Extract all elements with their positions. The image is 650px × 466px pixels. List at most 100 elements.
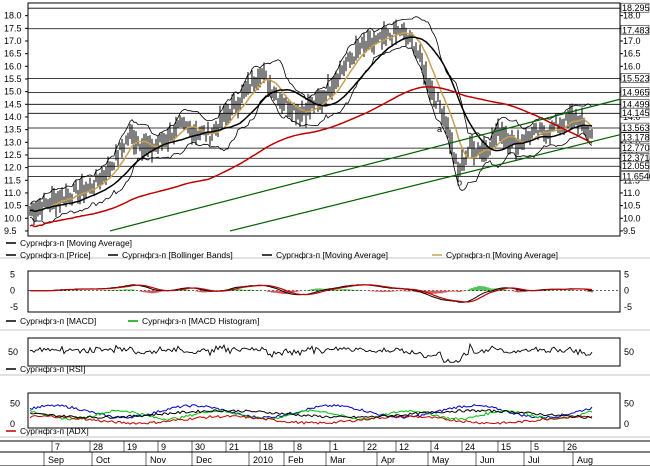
level-tag (620, 132, 650, 142)
legend-macd-histogram: Сургнфгз-п [MACD Histogram] (142, 316, 259, 326)
level-value: 13.1787 (622, 133, 650, 143)
price-axis-label: 16.0 (4, 61, 22, 71)
day-label: 28 (93, 442, 103, 452)
price-axis-label: 17.5 (4, 23, 22, 33)
rsi-panel-frame (27, 337, 621, 367)
price-axis-label: 15.0 (4, 87, 22, 97)
day-label: 26 (567, 442, 577, 452)
rsi-axis-label: 50 (8, 347, 18, 357)
legend-adx: Сургнфгз-п [ADX] (20, 426, 89, 436)
day-label: 5 (534, 442, 539, 452)
adx-axis-label: 0 (10, 419, 15, 429)
level-value: 18.2953 (622, 3, 650, 13)
level-tag (620, 87, 650, 97)
bollinger-upper (29, 16, 593, 205)
month-label: May (432, 455, 450, 465)
macd-line (30, 284, 593, 303)
legend-moving-average-3: Сургнфгз-п [Moving Average] (446, 250, 558, 260)
price-axis-label: 9.5 (4, 226, 17, 236)
price-axis-label-right: 16.5 (623, 49, 641, 59)
legend-moving-average: Сургнфгз-п [Moving Average] (20, 238, 132, 248)
macd-axis-label-right: 5 (624, 269, 629, 279)
price-axis-label: 18.0 (4, 11, 22, 21)
price-axis-label-right: 17.0 (623, 36, 641, 46)
price-axis-label-right: 18.0 (623, 11, 641, 21)
day-label: 30 (195, 442, 205, 452)
adx-line (29, 409, 593, 419)
day-label: 24 (465, 442, 475, 452)
level-tag (620, 73, 650, 83)
price-axis-label-right: 9.5 (623, 226, 636, 236)
level-tag (620, 142, 650, 153)
day-label: 18 (263, 442, 273, 452)
month-label: Feb (288, 455, 304, 465)
price-axis-label: 14.0 (4, 112, 22, 122)
day-label: 7 (55, 442, 60, 452)
day-label: 8 (297, 442, 302, 452)
day-label: 19 (127, 442, 137, 452)
macd-axis-label: 5 (10, 269, 15, 279)
price-axis-label: 12.5 (4, 150, 22, 160)
level-value: 14.1453 (622, 108, 650, 118)
price-axis-label-right: 13.0 (623, 137, 641, 147)
macd-axis-label: 0 (10, 286, 15, 296)
level-value: 14.4994 (622, 99, 650, 109)
level-value: 14.9650 (622, 88, 650, 98)
price-axis-label-right: 10.5 (623, 201, 641, 211)
adx-axis-label-right: 0 (624, 419, 629, 429)
adx-red-line (29, 414, 593, 425)
price-axis-label: 13.5 (4, 125, 22, 135)
price-axis-label: 14.5 (4, 99, 22, 109)
month-label: Jun (480, 455, 495, 465)
macd-axis-label-right: -5 (624, 302, 632, 312)
month-label: Aug (577, 455, 593, 465)
legend-bollinger: Сургнфгз-п [Bollinger Bands] (122, 250, 233, 260)
day-label: 1 (333, 442, 338, 452)
level-tag (620, 122, 650, 133)
trend-line (109, 98, 621, 232)
month-label: Mar (330, 455, 346, 465)
price-axis-label: 13.0 (4, 137, 22, 147)
adx-panel-frame (27, 392, 621, 429)
price-axis-label-right: 11.0 (623, 188, 640, 198)
price-axis-label-right: 16.0 (623, 61, 641, 71)
day-label: 4 (434, 442, 439, 452)
legend-price: Сургнфгз-п [Price] (20, 250, 91, 260)
price-axis-label: 10.0 (4, 213, 22, 223)
price-axis-label: 17.0 (4, 36, 22, 46)
pattern-label: a (437, 124, 442, 134)
legend-moving-average-2: Сургнфгз-п [Moving Average] (276, 250, 388, 260)
level-value: 11.6546 (622, 171, 650, 181)
moving-average-red (29, 86, 593, 228)
month-label: Jul (528, 455, 540, 465)
day-label: 12 (399, 442, 409, 452)
bollinger-lower (29, 45, 593, 224)
day-label: 15 (501, 442, 511, 452)
price-axis-label: 15.5 (4, 74, 22, 84)
trend-line (229, 134, 621, 232)
price-axis-label: 11.0 (4, 188, 21, 198)
price-axis-label: 12.0 (4, 163, 22, 173)
adx-axis-label-right: 50 (624, 398, 634, 408)
month-label: Oct (96, 455, 111, 465)
macd-signal-line (30, 284, 593, 303)
month-label: Sep (48, 455, 64, 465)
level-tag (620, 2, 650, 13)
level-tag (620, 25, 650, 35)
level-value: 15.5238 (622, 73, 650, 83)
price-axis-label-right: 10.0 (623, 213, 641, 223)
price-axis-label: 10.5 (4, 201, 22, 211)
macd-axis-label: -5 (10, 302, 18, 312)
rsi-axis-label-right: 50 (624, 347, 634, 357)
day-label: 9 (161, 442, 166, 452)
level-value: 12.3714 (622, 153, 650, 163)
adx-axis-label: 50 (10, 398, 20, 408)
adx-plus-di-line (29, 403, 593, 419)
level-tag (620, 107, 650, 118)
rsi-line (29, 342, 593, 363)
level-value: 12.7704 (622, 143, 650, 153)
month-label: Apr (381, 455, 395, 465)
level-tag (620, 171, 650, 181)
price-panel-frame (27, 2, 621, 237)
